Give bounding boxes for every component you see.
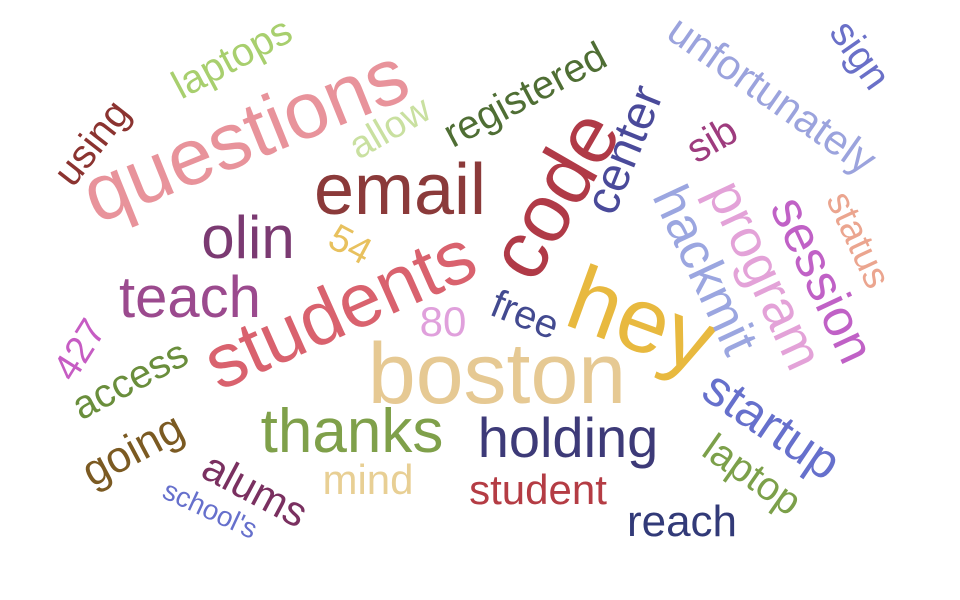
word-80: 80 (419, 298, 467, 345)
word-olin: olin (201, 204, 295, 271)
word-reach: reach (626, 497, 738, 546)
word-holding: holding (477, 406, 659, 469)
word-boston: boston (367, 326, 627, 422)
word-sib: sib (678, 108, 746, 172)
word-email: email (313, 150, 487, 230)
word-mind: mind (322, 456, 414, 503)
word-student: student (469, 466, 607, 513)
word-teach: teach (119, 265, 261, 330)
word-thanks: thanks (260, 397, 444, 466)
word-sign: sign (820, 12, 900, 98)
